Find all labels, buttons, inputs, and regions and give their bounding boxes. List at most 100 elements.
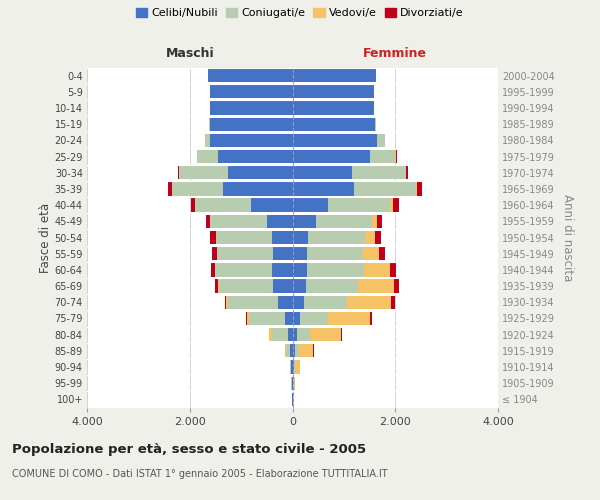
- Bar: [267, 214, 293, 228]
- Bar: [416, 182, 418, 196]
- Bar: [290, 344, 293, 358]
- Bar: [211, 263, 215, 276]
- Bar: [286, 344, 290, 358]
- Bar: [278, 296, 293, 309]
- Text: Popolazione per età, sesso e stato civile - 2005: Popolazione per età, sesso e stato civil…: [12, 442, 366, 456]
- Bar: [328, 198, 390, 212]
- Bar: [293, 231, 308, 244]
- Y-axis label: Fasce di età: Fasce di età: [38, 202, 52, 272]
- Bar: [370, 150, 395, 163]
- Bar: [205, 134, 211, 147]
- Bar: [212, 247, 217, 260]
- Bar: [377, 134, 385, 147]
- Bar: [289, 328, 293, 342]
- Bar: [293, 166, 352, 179]
- Bar: [228, 166, 293, 179]
- Bar: [209, 118, 211, 131]
- Text: COMUNE DI COMO - Dati ISTAT 1° gennaio 2005 - Elaborazione TUTTITALIA.IT: COMUNE DI COMO - Dati ISTAT 1° gennaio 2…: [12, 469, 388, 479]
- Legend: Celibi/Nubili, Coniugati/e, Vedovi/e, Divorziati/e: Celibi/Nubili, Coniugati/e, Vedovi/e, Di…: [134, 6, 466, 20]
- Bar: [299, 344, 313, 358]
- Y-axis label: Anni di nascita: Anni di nascita: [560, 194, 574, 281]
- Bar: [272, 231, 293, 244]
- Bar: [293, 344, 295, 358]
- Bar: [178, 166, 179, 179]
- Bar: [310, 328, 341, 342]
- Bar: [215, 280, 218, 292]
- Bar: [293, 182, 354, 196]
- Bar: [391, 296, 395, 309]
- Bar: [293, 312, 300, 325]
- Bar: [211, 102, 293, 114]
- Bar: [293, 328, 297, 342]
- Bar: [172, 182, 223, 196]
- Bar: [392, 198, 399, 212]
- Bar: [316, 214, 372, 228]
- Bar: [217, 247, 273, 260]
- Bar: [308, 231, 365, 244]
- Bar: [191, 198, 195, 212]
- Text: Maschi: Maschi: [166, 47, 214, 60]
- Bar: [195, 198, 251, 212]
- Bar: [251, 198, 293, 212]
- Bar: [285, 312, 293, 325]
- Bar: [389, 263, 396, 276]
- Bar: [295, 360, 300, 374]
- Bar: [418, 182, 422, 196]
- Bar: [295, 344, 299, 358]
- Bar: [293, 360, 295, 374]
- Bar: [307, 280, 358, 292]
- Bar: [304, 296, 347, 309]
- Bar: [211, 134, 293, 147]
- Bar: [211, 214, 267, 228]
- Text: Femmine: Femmine: [363, 47, 427, 60]
- Bar: [390, 198, 392, 212]
- Bar: [293, 102, 374, 114]
- Bar: [293, 296, 304, 309]
- Bar: [358, 280, 394, 292]
- Bar: [223, 182, 293, 196]
- Bar: [273, 280, 293, 292]
- Bar: [179, 166, 228, 179]
- Bar: [247, 312, 249, 325]
- Bar: [406, 166, 409, 179]
- Bar: [167, 182, 172, 196]
- Bar: [218, 280, 219, 292]
- Bar: [375, 118, 376, 131]
- Bar: [364, 263, 389, 276]
- Bar: [300, 312, 328, 325]
- Bar: [347, 296, 391, 309]
- Bar: [307, 247, 364, 260]
- Bar: [290, 360, 292, 374]
- Bar: [352, 166, 406, 179]
- Bar: [379, 247, 385, 260]
- Bar: [269, 328, 272, 342]
- Bar: [272, 263, 293, 276]
- Bar: [285, 344, 286, 358]
- Bar: [293, 263, 307, 276]
- Bar: [208, 69, 293, 82]
- Bar: [228, 296, 278, 309]
- Bar: [394, 280, 399, 292]
- Bar: [365, 231, 375, 244]
- Bar: [297, 328, 310, 342]
- Bar: [354, 182, 416, 196]
- Bar: [216, 231, 272, 244]
- Bar: [307, 263, 364, 276]
- Bar: [293, 69, 376, 82]
- Bar: [292, 360, 293, 374]
- Bar: [211, 231, 215, 244]
- Bar: [293, 247, 307, 260]
- Bar: [328, 312, 370, 325]
- Bar: [364, 247, 379, 260]
- Bar: [249, 312, 285, 325]
- Bar: [215, 263, 272, 276]
- Bar: [293, 214, 316, 228]
- Bar: [372, 214, 377, 228]
- Bar: [370, 312, 372, 325]
- Bar: [225, 296, 226, 309]
- Bar: [272, 328, 289, 342]
- Bar: [293, 134, 377, 147]
- Bar: [293, 376, 295, 390]
- Bar: [211, 85, 293, 98]
- Bar: [375, 231, 382, 244]
